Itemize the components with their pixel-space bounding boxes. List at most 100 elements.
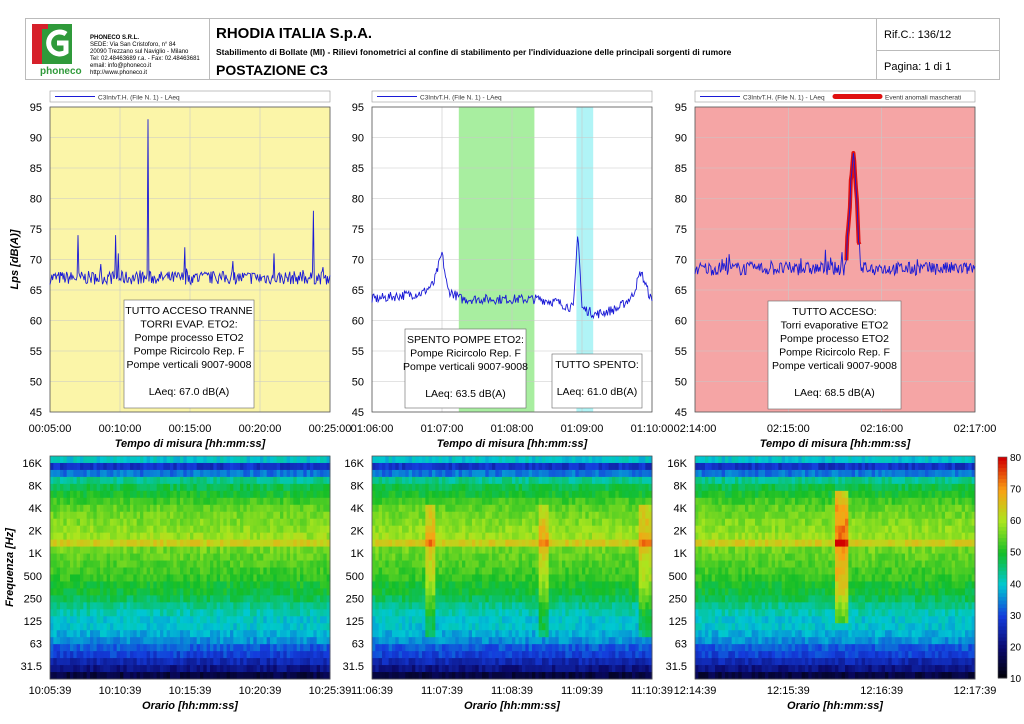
spectrogram-cell — [286, 469, 291, 478]
spectrogram-cell — [283, 525, 288, 534]
spectrogram-cell — [273, 532, 278, 541]
spectrogram-cell — [246, 637, 251, 645]
spectrogram-cell — [110, 581, 114, 589]
spectrogram-cell — [210, 644, 214, 652]
spectrogram-cell — [618, 553, 623, 561]
spectrogram-cell — [183, 511, 188, 520]
spectrogram-cell — [422, 595, 426, 603]
spectrogram-cell — [375, 567, 380, 575]
spectrogram-cell — [283, 651, 288, 659]
spectrogram-cell — [378, 616, 383, 624]
spectrogram-cell — [123, 644, 128, 652]
spectrogram-cell — [53, 616, 58, 624]
spectrogram-cell — [385, 574, 390, 582]
spectrogram-cell — [515, 588, 520, 596]
spectrogram-cell — [625, 525, 630, 534]
spectrogram-cell — [113, 469, 118, 478]
spectrogram-cell — [326, 588, 331, 596]
spectrogram-cell — [303, 511, 308, 520]
spectrogram-cell — [572, 581, 576, 589]
spectrogram-cell — [126, 560, 131, 568]
spectrogram-cell — [236, 602, 241, 610]
spectrogram-cell — [173, 595, 178, 603]
spectrogram-cell — [612, 490, 616, 499]
spectrogram-cell — [398, 483, 403, 492]
spectrogram-cell — [442, 490, 446, 499]
spectrogram-cell — [635, 539, 640, 547]
spectrogram-cell — [542, 511, 546, 520]
spectrogram-cell — [183, 504, 188, 513]
spectrogram-cell — [73, 658, 78, 666]
spectrogram-cell — [385, 483, 390, 492]
spectrogram-cell — [448, 595, 453, 603]
spectrogram-cell — [150, 595, 154, 603]
spectrogram-cell — [485, 456, 490, 464]
spectrogram-cell — [266, 644, 271, 652]
spectrogram-cell — [66, 595, 71, 603]
x-tick-label: 00:05:00 — [29, 423, 72, 435]
spectrogram-cell — [126, 462, 131, 471]
spectrogram-cell — [206, 644, 211, 652]
freq-tick-label: 250 — [24, 593, 42, 605]
spectrogram-cell — [70, 595, 74, 603]
spectrogram-cell — [206, 553, 211, 561]
spectrogram-cell — [290, 588, 294, 596]
spectrogram-cell — [230, 518, 234, 527]
spectrogram-cell — [110, 518, 114, 527]
spectrogram-cell — [280, 595, 284, 603]
laeq-trace — [371, 236, 653, 320]
spectrogram-cell — [166, 539, 171, 547]
spectrogram-cell — [492, 602, 496, 610]
spectrogram-cell — [296, 609, 301, 617]
spectrogram-cell — [126, 504, 131, 513]
spectrogram-cell — [402, 595, 406, 603]
spectrogram-cell — [103, 553, 108, 561]
spectrogram-cell — [173, 469, 178, 478]
spectrogram-cell — [93, 525, 98, 534]
spectrogram-cell — [116, 490, 121, 499]
spectrogram-cell — [183, 497, 188, 506]
spectrogram-cell — [478, 490, 483, 499]
spectrogram-cell — [575, 497, 580, 506]
spectrogram-cell — [216, 574, 221, 582]
spectrogram-cell — [458, 539, 463, 547]
spectrogram-cell — [286, 546, 291, 554]
spectrogram-cell — [116, 504, 121, 513]
spectrogram-cell — [173, 658, 178, 666]
spectrogram-cell — [428, 476, 433, 485]
spectrogram-cell — [100, 581, 104, 589]
spectrogram-cell — [642, 588, 646, 596]
spectrogram-cell — [66, 574, 71, 582]
spectrogram-cell — [542, 588, 546, 596]
spectrogram-cell — [96, 588, 101, 596]
spectrogram-cell — [153, 644, 158, 652]
spectrogram-cell — [592, 581, 596, 589]
spectrogram-cell — [96, 616, 101, 624]
spectrogram-cell — [568, 483, 573, 492]
freq-tick-label: 1K — [29, 548, 43, 560]
spectrogram-cell — [562, 581, 566, 589]
spectrogram-cell — [243, 504, 248, 513]
spectrogram-cell — [648, 532, 653, 541]
spectrogram-cell — [388, 539, 393, 547]
spectrogram-cell — [468, 469, 473, 478]
spectrogram-cell — [223, 630, 228, 638]
spectrogram-cell — [310, 511, 314, 520]
spectrogram-cell — [402, 602, 406, 610]
spectrogram-cell — [512, 539, 516, 547]
spectrogram-cell — [170, 456, 174, 464]
spectrogram-cell — [176, 539, 181, 547]
spectrogram-cell — [86, 546, 91, 554]
spectrogram-cell — [160, 588, 164, 596]
spectrogram-cell — [76, 532, 81, 541]
spectrogram-cell — [545, 602, 550, 610]
spectrogram-cell — [153, 581, 158, 589]
spectrogram-cell — [80, 490, 84, 499]
spectrogram-cell — [250, 672, 254, 680]
spectrogram-cell — [163, 518, 168, 527]
spectrogram-cell — [86, 651, 91, 659]
spectrogram-cell — [316, 511, 321, 520]
spectrogram-cell — [602, 532, 606, 541]
spectrogram-cell — [448, 539, 453, 547]
spectrogram-cell — [196, 588, 201, 596]
